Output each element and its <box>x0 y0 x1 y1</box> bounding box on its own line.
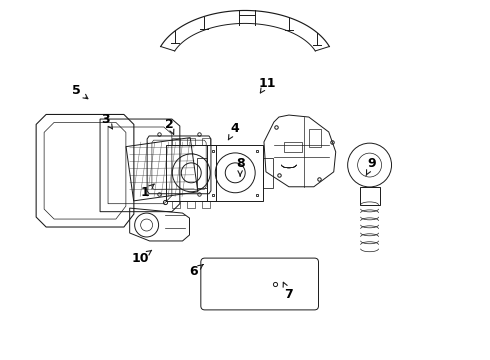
Text: 6: 6 <box>189 265 203 278</box>
Bar <box>284 142 302 152</box>
Bar <box>202 138 210 145</box>
Bar <box>263 158 273 188</box>
Bar <box>309 129 321 147</box>
Text: 11: 11 <box>258 77 276 93</box>
Text: 8: 8 <box>236 157 245 176</box>
Text: 2: 2 <box>165 118 174 134</box>
Bar <box>197 158 207 188</box>
Bar <box>166 145 216 201</box>
Bar <box>172 201 180 208</box>
Bar <box>187 201 195 208</box>
Bar <box>187 138 195 145</box>
Text: 5: 5 <box>72 84 88 99</box>
Bar <box>172 138 180 145</box>
Bar <box>202 201 210 208</box>
Text: 7: 7 <box>283 282 294 301</box>
Text: 1: 1 <box>141 184 154 199</box>
Bar <box>207 145 263 201</box>
Text: 10: 10 <box>131 250 151 265</box>
Text: 9: 9 <box>366 157 376 176</box>
Bar <box>360 187 380 205</box>
Text: 4: 4 <box>228 122 240 140</box>
Text: 3: 3 <box>101 113 112 129</box>
